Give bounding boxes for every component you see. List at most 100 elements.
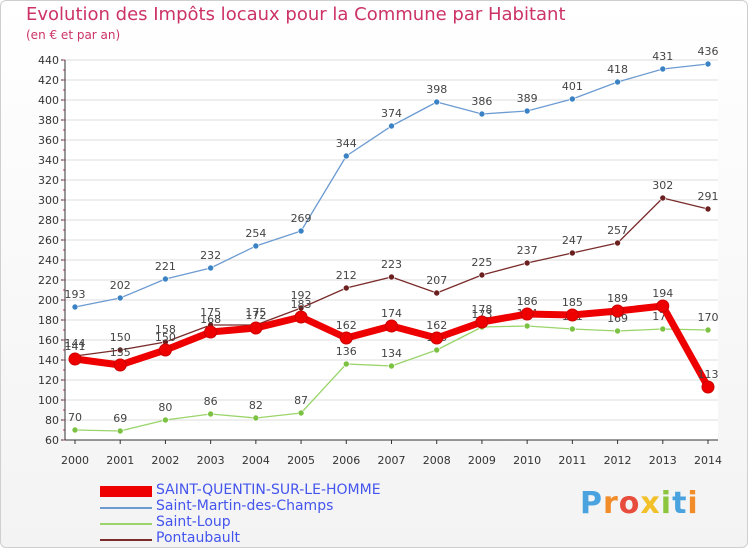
- data-point: [297, 227, 305, 235]
- data-point: [614, 327, 621, 335]
- legend-label: SAINT-QUENTIN-SUR-LE-HOMME: [156, 482, 381, 498]
- data-point: [162, 416, 169, 424]
- y-tick-label: 280: [38, 214, 59, 227]
- data-point: [433, 289, 441, 297]
- data-label: 302: [652, 179, 673, 192]
- data-point: [569, 325, 576, 333]
- y-tick-label: 320: [38, 174, 59, 187]
- chart-subtitle: (en € et par an): [26, 28, 121, 42]
- data-point: [252, 242, 260, 250]
- data-point: [614, 78, 621, 86]
- y-tick-label: 100: [38, 394, 59, 407]
- data-label: 185: [562, 296, 583, 309]
- data-label: 80: [158, 401, 172, 414]
- data-label: 254: [245, 227, 266, 240]
- data-label: 374: [381, 107, 402, 120]
- data-label: 221: [155, 260, 176, 273]
- data-label: 431: [652, 50, 673, 63]
- legend-label: Saint-Loup: [156, 514, 231, 530]
- legend-swatch: [100, 523, 152, 525]
- legend-label: Saint-Martin-des-Champs: [156, 498, 334, 514]
- logo-letter: t: [672, 486, 688, 521]
- data-point: [704, 326, 712, 334]
- proxiti-logo: Proxiti: [580, 486, 699, 521]
- y-tick-label: 240: [38, 254, 59, 267]
- x-tick-label: 2003: [197, 454, 225, 467]
- data-point: [113, 358, 127, 372]
- data-label: 401: [562, 80, 583, 93]
- data-label: 189: [607, 292, 628, 305]
- chart-title: Evolution des Impôts locaux pour la Comm…: [26, 4, 566, 25]
- data-label: 269: [291, 212, 312, 225]
- legend-swatch: [100, 486, 152, 497]
- data-label: 162: [426, 319, 447, 332]
- x-tick-label: 2013: [649, 454, 677, 467]
- data-label: 389: [517, 92, 538, 105]
- logo-letter: P: [580, 486, 603, 521]
- data-label: 192: [291, 289, 312, 302]
- data-label: 436: [698, 45, 719, 58]
- data-point: [478, 271, 486, 279]
- data-label: 194: [652, 287, 673, 300]
- y-tick-label: 340: [38, 154, 59, 167]
- x-tick-label: 2000: [61, 454, 89, 467]
- data-label: 141: [65, 340, 86, 353]
- data-point: [475, 315, 489, 329]
- x-tick-label: 2005: [287, 454, 315, 467]
- data-point: [523, 259, 531, 267]
- y-tick-label: 440: [38, 54, 59, 67]
- data-label: 150: [155, 331, 176, 344]
- x-tick-label: 2007: [378, 454, 406, 467]
- y-tick-label: 260: [38, 234, 59, 247]
- x-tick-label: 2011: [558, 454, 586, 467]
- data-label: 257: [607, 224, 628, 237]
- data-label: 150: [110, 331, 131, 344]
- data-point: [249, 321, 263, 335]
- y-tick-label: 60: [45, 434, 59, 447]
- logo-letter: r: [603, 486, 619, 521]
- data-point: [207, 264, 214, 272]
- data-point: [342, 360, 350, 368]
- data-label: 170: [698, 311, 719, 324]
- data-point: [433, 98, 441, 106]
- data-label: 186: [517, 295, 538, 308]
- y-tick-label: 300: [38, 194, 59, 207]
- data-label: 172: [245, 309, 266, 322]
- data-point: [659, 194, 667, 202]
- data-label: 175: [200, 306, 221, 319]
- x-tick-label: 2004: [242, 454, 270, 467]
- data-point: [704, 60, 712, 68]
- data-point: [162, 275, 169, 283]
- x-tick-label: 2001: [106, 454, 134, 467]
- x-tick-label: 2002: [151, 454, 179, 467]
- data-label: 168: [200, 313, 221, 326]
- y-tick-label: 420: [38, 74, 59, 87]
- data-label: 162: [336, 319, 357, 332]
- data-label: 183: [291, 298, 312, 311]
- legend-label: Pontaubault: [156, 530, 241, 546]
- data-label: 237: [517, 244, 538, 257]
- data-label: 174: [381, 307, 402, 320]
- data-point: [701, 380, 715, 394]
- data-label: 136: [336, 345, 357, 358]
- y-tick-label: 180: [38, 314, 59, 327]
- data-label: 247: [562, 234, 583, 247]
- data-label: 202: [110, 279, 131, 292]
- y-tick-label: 120: [38, 374, 59, 387]
- data-label: 232: [200, 249, 221, 262]
- data-point: [388, 362, 395, 370]
- data-point: [339, 331, 353, 345]
- data-point: [611, 304, 625, 318]
- data-point: [342, 152, 350, 160]
- data-label: 398: [426, 83, 447, 96]
- data-label: 158: [155, 323, 176, 336]
- data-label: 135: [110, 346, 131, 359]
- data-point: [71, 303, 79, 311]
- data-label: 144: [65, 337, 86, 350]
- data-point: [116, 427, 124, 435]
- data-label: 418: [607, 63, 628, 76]
- data-point: [71, 426, 79, 434]
- data-point: [659, 65, 667, 73]
- data-label: 113: [698, 368, 719, 381]
